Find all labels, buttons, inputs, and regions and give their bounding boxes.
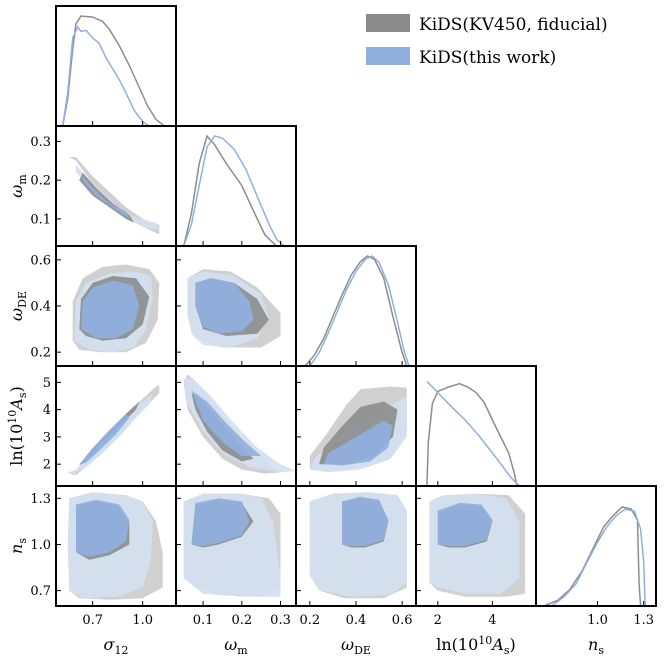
panel-wde-vs-wm: [187, 269, 281, 348]
x-tick-label-wm: 0.2: [231, 613, 252, 628]
ticks-layer: 0.7 1.0 0.1 0.2 0.3 0.2 0.4 0.6 2 4 1.0 1.3 0.1 0.2 0.…: [30, 121, 654, 628]
x-axis-label-s12: σ12: [104, 635, 129, 657]
y-tick-label-wde: 0.6: [30, 253, 51, 268]
y-tick-label-ns: 1.3: [30, 492, 51, 507]
y-tick-label-wm: 0.1: [30, 212, 51, 227]
this-work-outer-contour: [183, 376, 296, 473]
x-tick-label-las: 4: [488, 613, 496, 628]
x-axis-label-wm: ωm: [224, 635, 248, 657]
panel-ns-vs-s12: [67, 492, 163, 600]
panel-ns-vs-wm: [183, 493, 281, 597]
x-tick-label-wde: 0.2: [300, 613, 321, 628]
panel-frame: [175, 125, 297, 247]
x-tick-label-s12: 1.0: [132, 613, 153, 628]
marginal-s12: [61, 15, 165, 126]
y-axis-label-wde: ωDE: [7, 291, 29, 321]
y-tick-label-wde: 0.4: [30, 300, 51, 315]
legend-swatch-this-work: [366, 47, 410, 65]
panel-las-vs-wm: [183, 374, 296, 474]
x-axis-label-wde: ωDE: [341, 635, 371, 657]
x-tick-label-ns: 1.3: [633, 613, 654, 628]
marginal-wm: [182, 134, 285, 246]
panel-las-vs-s12: [67, 385, 160, 476]
this-work-inner-contour: [81, 280, 140, 339]
x-tick-label-s12: 0.7: [82, 613, 103, 628]
y-tick-label-ns: 1.0: [30, 538, 51, 553]
this-work-inner-contour: [342, 496, 389, 546]
y-axis-label-ns: ns: [7, 538, 29, 554]
y-tick-label-wde: 0.2: [30, 346, 51, 361]
x-tick-label-wm: 0.3: [270, 613, 291, 628]
panel-frame: [55, 5, 177, 127]
this-work-inner-contour: [323, 420, 393, 466]
x-axis-label-ns: ns: [588, 635, 604, 657]
x-tick-label-wde: 0.4: [346, 613, 367, 628]
y-axis-label-las: ln(1010As): [6, 386, 29, 466]
panel-wm-vs-s12: [69, 157, 160, 235]
marginal-ns: [543, 506, 646, 606]
this-work-inner-contour: [437, 502, 493, 546]
x-tick-label-wde: 0.6: [392, 613, 413, 628]
legend-label-this-work: KiDS(this work): [419, 48, 556, 68]
this-work-marginal-line: [550, 508, 646, 606]
y-tick-label-wm: 0.3: [30, 135, 51, 150]
y-tick-label-las: 4: [43, 403, 51, 418]
axis-labels-layer: σ12 ωm ωDE ln(1010As) ns ωm ωDE ln(1010As) ns: [6, 174, 604, 657]
panel-ns-vs-wde: [309, 492, 407, 599]
y-tick-label-ns: 0.7: [30, 584, 51, 599]
marginal-wde: [304, 255, 410, 366]
y-tick-label-las: 2: [43, 458, 51, 473]
panel-frame: [295, 245, 417, 367]
legend-swatch-fiducial: [366, 14, 410, 32]
x-tick-label-ns: 1.0: [587, 613, 608, 628]
fiducial-marginal-line: [543, 506, 642, 606]
this-work-marginal-line: [182, 135, 285, 246]
panel-ns-vs-las: [429, 493, 526, 597]
this-work-outer-contour: [76, 164, 160, 231]
x-tick-label-wm: 0.1: [193, 613, 214, 628]
x-tick-label-las: 2: [434, 613, 442, 628]
this-work-marginal-line: [426, 380, 521, 486]
this-work-inner-contour: [79, 413, 130, 465]
this-work-inner-contour: [195, 278, 254, 334]
fiducial-marginal-line: [182, 134, 278, 246]
fiducial-marginal-line: [61, 15, 165, 126]
panel-wde-vs-s12: [72, 264, 160, 353]
fiducial-marginal-line: [426, 382, 518, 486]
panel-frame: [415, 365, 537, 487]
this-work-inner-contour: [191, 390, 262, 456]
y-tick-label-las: 3: [43, 430, 51, 445]
legend: KiDS(KV450, fiducial) KiDS(this work): [366, 14, 608, 68]
x-axis-label-las: ln(1010As): [436, 634, 516, 657]
fiducial-outer-contour: [69, 157, 160, 235]
this-work-marginal-line: [309, 255, 410, 366]
this-work-inner-contour: [76, 499, 130, 557]
panel-las-vs-wde: [309, 386, 407, 473]
y-axis-label-wm: ωm: [7, 174, 29, 198]
y-tick-label-las: 5: [43, 376, 51, 391]
y-tick-label-wm: 0.2: [30, 174, 51, 189]
marginal-las: [426, 380, 521, 486]
this-work-inner-contour: [82, 176, 130, 219]
panel-frame: [535, 485, 657, 607]
fiducial-marginal-line: [304, 255, 408, 366]
legend-label-fiducial: KiDS(KV450, fiducial): [419, 15, 608, 35]
panels-layer: [55, 5, 657, 607]
this-work-inner-contour: [191, 498, 250, 546]
this-work-marginal-line: [61, 25, 150, 126]
